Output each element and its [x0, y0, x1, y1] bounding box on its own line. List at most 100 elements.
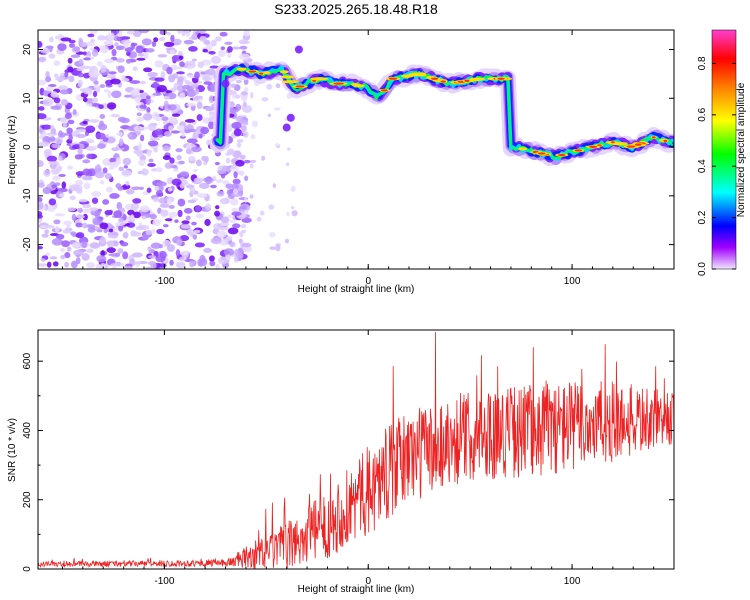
noise-blob	[191, 221, 197, 226]
noise-blob	[242, 101, 247, 107]
noise-blob	[159, 30, 167, 36]
noise-blob	[62, 229, 71, 234]
noise-blob	[267, 113, 271, 118]
ridge-hotspot	[350, 82, 360, 87]
noise-blob	[176, 154, 182, 161]
noise-blob	[269, 231, 276, 238]
noise-blob	[208, 95, 214, 104]
noise-blob	[102, 199, 110, 205]
noise-blob	[142, 233, 150, 240]
noise-blob	[133, 125, 143, 132]
noise-blob	[118, 217, 124, 224]
noise-blob	[155, 128, 163, 136]
noise-blob	[58, 173, 66, 177]
top-xtick-label: 100	[564, 276, 581, 287]
noise-blob	[109, 157, 116, 163]
noise-blob	[127, 209, 135, 216]
noise-blob	[99, 222, 109, 230]
noise-blob	[75, 179, 84, 186]
noise-blob	[139, 134, 145, 142]
noise-blob	[75, 128, 87, 133]
noise-blob	[99, 236, 107, 244]
noise-blob	[275, 244, 281, 252]
noise-blob	[192, 234, 198, 240]
noise-blob	[99, 180, 105, 185]
colorbar-tick-label: 0.8	[697, 56, 708, 70]
noise-blob	[94, 171, 105, 179]
noise-blob	[208, 50, 216, 55]
noise-blob	[57, 43, 67, 51]
noise-blob	[167, 187, 173, 192]
noise-blob	[107, 240, 114, 249]
noise-blob	[135, 96, 141, 104]
noise-blob	[76, 67, 84, 72]
noise-blob	[191, 33, 199, 40]
ridge-peak	[611, 141, 615, 144]
noise-blob	[131, 186, 141, 190]
noise-blob	[184, 30, 191, 37]
noise-blob	[210, 237, 222, 245]
noise-blob	[130, 88, 140, 96]
noise-blob	[163, 95, 170, 100]
ridge-hotspot	[263, 71, 271, 75]
noise-blob	[166, 177, 174, 185]
noise-blob	[45, 76, 52, 83]
noise-blob	[241, 217, 252, 223]
colorbar-tick-label: 0.2	[697, 210, 708, 224]
noise-blob	[156, 228, 165, 235]
noise-blob	[166, 244, 176, 252]
noise-blob	[209, 260, 216, 267]
noise-blob	[156, 181, 168, 187]
noise-blob	[141, 168, 149, 176]
noise-blob	[189, 186, 196, 192]
noise-blob	[285, 162, 290, 167]
noise-blob	[122, 251, 129, 260]
noise-blob	[176, 71, 185, 75]
noise-blob	[78, 58, 84, 65]
noise-blob	[113, 210, 123, 218]
noise-blob	[87, 91, 93, 96]
noise-blob	[116, 36, 123, 42]
noise-blob	[225, 183, 234, 189]
bot-ylabel: SNR (10 * v/v)	[7, 418, 18, 482]
noise-blob	[42, 98, 54, 107]
noise-blob	[38, 160, 44, 168]
noise-blob	[100, 65, 107, 73]
noise-blob	[215, 178, 224, 184]
noise-blob	[73, 249, 84, 256]
ridge-blob	[294, 45, 303, 54]
noise-blob	[141, 38, 152, 46]
noise-blob	[66, 246, 72, 252]
ridge-peak	[557, 153, 566, 157]
noise-blob	[155, 190, 164, 197]
noise-blob	[235, 166, 239, 173]
noise-blob	[67, 66, 74, 73]
noise-blob	[100, 45, 109, 54]
noise-blob	[86, 153, 93, 159]
noise-blob	[106, 247, 116, 253]
noise-blob	[147, 162, 156, 167]
noise-blob	[266, 83, 273, 90]
ridge-peak	[333, 82, 345, 85]
bot-xlabel: Height of straight line (km)	[298, 584, 415, 595]
noise-blob	[211, 56, 222, 64]
noise-blob	[231, 183, 239, 190]
noise-blob	[178, 55, 184, 60]
noise-blob	[125, 180, 130, 186]
noise-blob	[85, 224, 96, 228]
chart-title: S233.2025.265.18.48.R18	[274, 1, 438, 17]
noise-blob	[61, 181, 67, 189]
noise-blob	[83, 57, 91, 61]
noise-blob	[138, 30, 150, 34]
noise-blob	[210, 184, 217, 189]
noise-blob	[147, 246, 152, 251]
noise-blob	[85, 41, 95, 47]
noise-blob	[139, 104, 147, 109]
noise-blob	[145, 229, 153, 236]
noise-blob	[241, 91, 248, 96]
noise-blob	[137, 53, 145, 57]
noise-blob	[136, 117, 145, 123]
noise-blob	[71, 213, 77, 222]
noise-blob	[220, 216, 230, 224]
noise-blob	[107, 90, 112, 99]
